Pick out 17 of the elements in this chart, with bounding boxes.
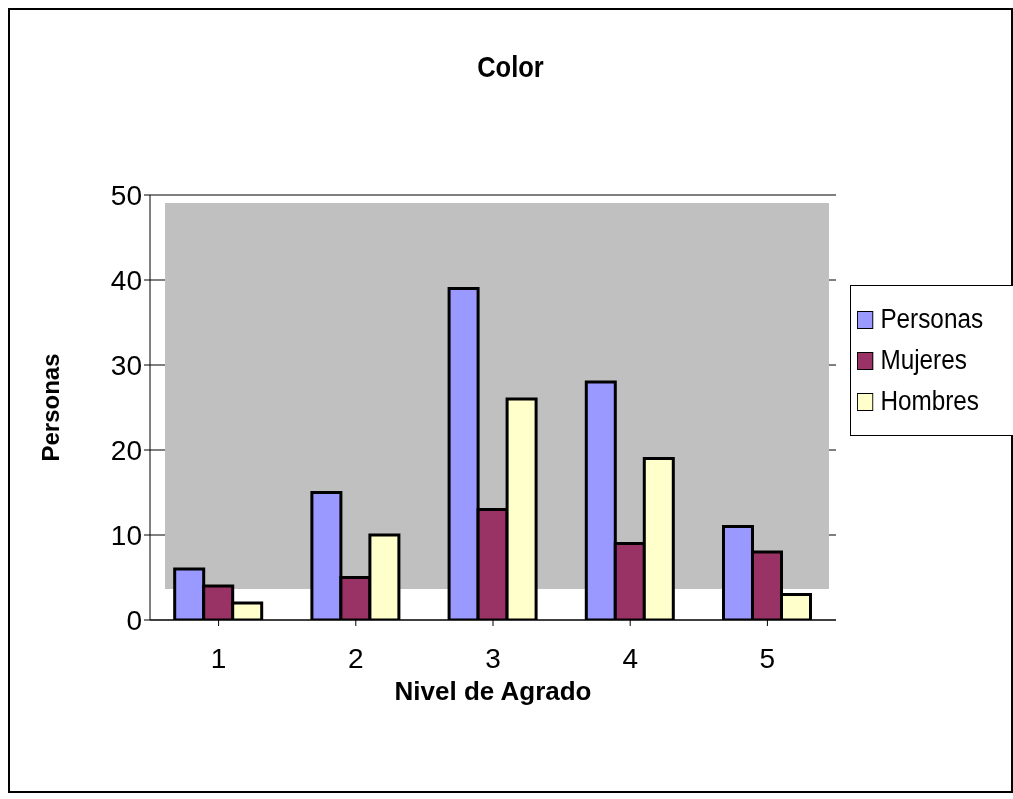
chart-title: Color [476,50,545,84]
legend-label: Mujeres [879,345,968,376]
legend-label: Hombres [879,386,980,417]
x-tick-label: 2 [348,642,364,674]
x-tick-label: 3 [485,642,501,674]
y-tick-label: 40 [110,264,142,296]
y-tick-label: 0 [126,604,142,636]
legend-label: Personas [879,304,985,335]
x-axis-title: Nivel de Agrado [394,676,592,706]
x-tick-label: 4 [622,642,638,674]
x-tick-label: 1 [210,642,227,674]
y-axis-title: Personas [36,353,64,462]
y-tick-label: 20 [110,434,142,466]
x-tick-label: 5 [759,642,776,674]
y-tick-label: 30 [110,349,142,381]
y-tick-label: 50 [110,179,142,211]
y-tick-label: 10 [110,519,142,551]
